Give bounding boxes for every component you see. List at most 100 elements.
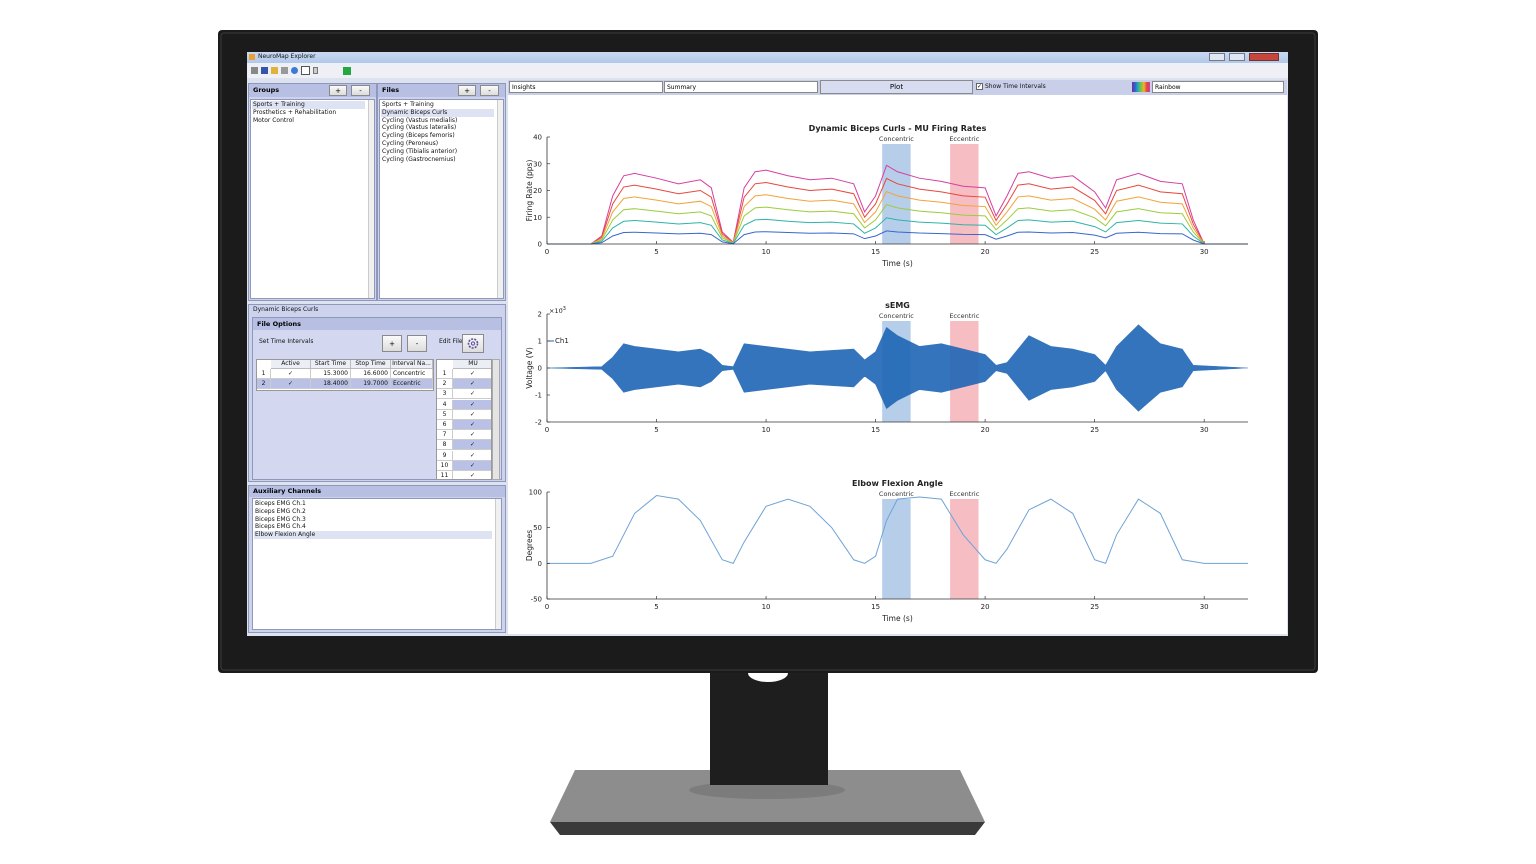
minimize[interactable] [1209,53,1225,61]
table-header: Stop Time [351,360,391,369]
add-interval[interactable]: + [382,335,402,352]
list-item[interactable]: Biceps EMG Ch.2 [255,507,306,515]
remove-group[interactable]: - [351,85,370,96]
tool-save[interactable] [261,67,268,74]
list-item[interactable]: Elbow Flexion Angle [254,531,492,540]
mu-cell[interactable]: ✓ [453,450,491,461]
show-intervals-checkbox[interactable]: ✓ [976,83,983,90]
mu-cell[interactable]: ✓ [453,369,491,379]
plot-toolbar: Insights Summary Plot ✓ Show Time Interv… [508,80,1287,95]
mu-cell[interactable]: ✓ [453,430,491,441]
list-item[interactable]: Motor Control [253,116,294,124]
add-group[interactable]: + [329,85,347,96]
x-tick-label: 5 [654,426,658,434]
aux-panel: Auxiliary Channels Biceps EMG Ch.1 Biceps… [248,485,506,633]
app-icon [249,54,255,60]
aux-list: Biceps EMG Ch.1 Biceps EMG Ch.2 Biceps EMG… [252,498,502,630]
mu-cell[interactable]: ✓ [453,440,491,451]
table-cell[interactable]: ✓ [271,379,311,389]
x-tick-label: 30 [1200,603,1209,611]
x-tick-label: 20 [981,426,990,434]
x-tick-label: 25 [1090,603,1099,611]
interval-label: Concentric [879,135,914,143]
mu-cell: 7 [437,430,453,441]
table-cell: Eccentric [391,379,433,389]
list-item[interactable]: Cycling (Vastus medialis) [382,116,458,124]
gear-icon [467,338,479,349]
list-item[interactable]: Sports + Training [382,101,434,108]
list-item[interactable]: Biceps EMG Ch.3 [255,515,306,523]
tool-print[interactable] [281,67,288,74]
table-cell[interactable]: ✓ [271,369,311,379]
y-tick-label: 0 [538,365,542,373]
series-line [547,217,1248,245]
series-line [547,204,1248,245]
time-interval [882,144,911,244]
tool-open[interactable] [271,67,278,74]
scrollbar[interactable] [497,100,503,298]
mu-cell[interactable]: ✓ [453,460,491,471]
mu-cell[interactable]: ✓ [453,471,491,479]
maximize[interactable] [1229,53,1245,61]
tool-globe[interactable] [291,67,298,74]
list-item[interactable]: Cycling (Biceps femoris) [382,132,455,140]
signal-envelope [546,324,1249,412]
chart-title: Elbow Flexion Angle [852,479,943,488]
list-item[interactable]: Cycling (Tibialis anterior) [382,147,458,155]
mu-cell[interactable]: ✓ [453,399,491,410]
list-item[interactable]: Dynamic Biceps Curls [381,108,494,117]
list-item[interactable]: Cycling (Peroneus) [382,140,439,147]
mode-select[interactable]: Summary [664,81,818,93]
x-tick-label: 30 [1200,426,1209,434]
view-select[interactable]: Insights [509,81,663,93]
legend-label: Ch1 [555,337,569,345]
x-tick-label: 0 [545,603,549,611]
chart-title: sEMG [885,301,910,310]
tool-device[interactable] [313,67,318,74]
tool-zoom[interactable] [301,66,310,75]
list-item[interactable]: Prosthetics + Rehabilitation [253,108,337,116]
list-item[interactable]: Sports + Training [252,101,365,109]
y-exponent-power: -3 [561,306,566,312]
y-tick-label: 40 [533,134,542,142]
mu-cell[interactable]: ✓ [453,420,491,430]
list-item[interactable]: Biceps EMG Ch.1 [255,500,306,507]
table-header: Active [271,360,311,369]
remove-file[interactable]: - [480,85,499,96]
set-intervals-label: Set Time Intervals [259,338,314,345]
mu-scrollbar[interactable] [492,359,500,480]
groups-panel: Groups + - Sports + Training Prosthetics … [248,83,377,301]
x-tick-label: 15 [871,248,880,256]
table-cell: 16.6000 [351,369,391,379]
mu-cell: 8 [437,440,453,451]
series-line [547,164,1248,245]
scrollbar[interactable] [368,100,374,298]
app-title: NeuroMap Explorer [258,53,316,60]
interval-table: Active Start Time Stop Time Interval Na... 1… [256,359,434,391]
series-line [547,495,1248,564]
y-tick-label: 100 [529,489,542,497]
scrollbar[interactable] [495,499,501,629]
plot-button[interactable]: Plot [820,80,973,94]
mu-cell[interactable]: ✓ [453,389,491,400]
interval-label: Eccentric [949,312,979,320]
tool-run[interactable] [343,67,351,75]
table-header: Start Time [311,360,351,369]
y-exponent: ×10 [549,307,563,315]
tool-new[interactable] [251,67,258,74]
list-item[interactable]: Cycling (Vastus lateralis) [382,124,457,132]
close[interactable] [1249,53,1279,61]
add-file[interactable]: + [458,85,476,96]
colormap-select[interactable]: Rainbow [1152,81,1284,93]
mu-cell: 10 [437,460,453,471]
list-item[interactable]: Cycling (Gastrocnemius) [382,155,456,163]
show-intervals-label: Show Time Intervals [985,83,1046,90]
mu-cell[interactable]: ✓ [453,379,491,390]
remove-interval[interactable]: - [407,335,427,352]
list-item[interactable]: Biceps EMG Ch.4 [255,523,306,531]
mu-cell[interactable]: ✓ [453,409,491,420]
edit-file-button[interactable] [462,334,484,353]
x-tick-label: 0 [545,426,549,434]
x-tick-label: 15 [871,426,880,434]
